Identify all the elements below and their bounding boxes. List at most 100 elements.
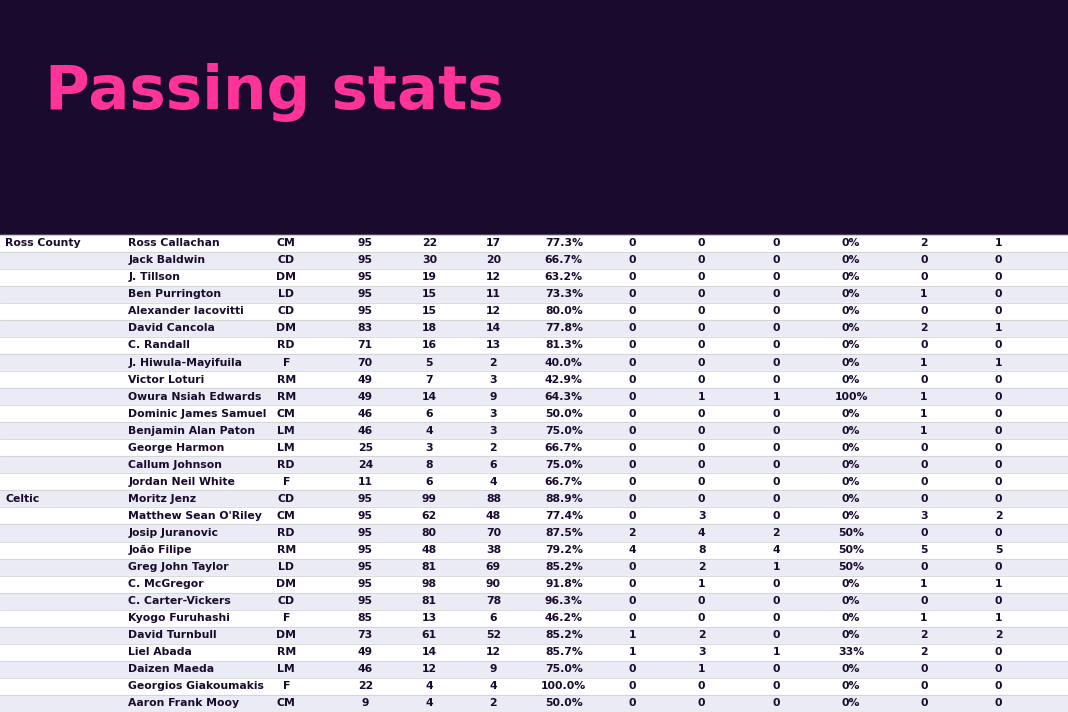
Text: 0%: 0%: [842, 443, 861, 453]
Text: 0: 0: [994, 647, 1003, 657]
Text: 0: 0: [772, 443, 781, 453]
Text: 0: 0: [628, 239, 637, 248]
Text: J. Hiwula-Mayifuila: J. Hiwula-Mayifuila: [128, 357, 242, 367]
Text: 17: 17: [486, 239, 501, 248]
Bar: [0, 303, 1068, 320]
Text: 95: 95: [358, 511, 373, 521]
Text: 0: 0: [628, 579, 637, 589]
Text: 5: 5: [425, 357, 434, 367]
Text: 81: 81: [422, 596, 437, 606]
Text: 0%: 0%: [842, 426, 861, 436]
Text: 85: 85: [358, 613, 373, 623]
Text: 5: 5: [920, 545, 928, 555]
Text: 4: 4: [489, 477, 498, 487]
Text: 100%: 100%: [834, 392, 868, 402]
Text: Daizen Maeda: Daizen Maeda: [128, 664, 215, 674]
Text: 4: 4: [489, 681, 498, 691]
Text: 0: 0: [994, 340, 1003, 350]
Text: 1: 1: [697, 664, 706, 674]
Text: Matthew Sean O'Riley: Matthew Sean O'Riley: [128, 511, 262, 521]
Text: Benjamin Alan Paton: Benjamin Alan Paton: [128, 426, 255, 436]
Text: LD: LD: [279, 562, 294, 572]
Text: 0: 0: [920, 375, 928, 384]
Text: 95: 95: [358, 256, 373, 266]
Text: 0: 0: [994, 409, 1003, 419]
Text: LM: LM: [278, 426, 295, 436]
Text: F: F: [283, 477, 289, 487]
Text: CD: CD: [278, 306, 295, 316]
Text: 48: 48: [486, 511, 501, 521]
Text: 1: 1: [920, 613, 928, 623]
Text: 0%: 0%: [842, 375, 861, 384]
Bar: [0, 371, 1068, 388]
Text: 66.7%: 66.7%: [545, 443, 583, 453]
Text: 0: 0: [697, 340, 706, 350]
Text: 0: 0: [697, 613, 706, 623]
Text: 2: 2: [489, 357, 498, 367]
Text: LD: LD: [279, 289, 294, 299]
Text: 48: 48: [422, 545, 437, 555]
Text: 49: 49: [358, 375, 373, 384]
Text: 87.5%: 87.5%: [545, 528, 583, 538]
Text: 100.0%: 100.0%: [541, 681, 586, 691]
Bar: [0, 627, 1068, 644]
Text: 2: 2: [994, 511, 1003, 521]
Text: 4: 4: [425, 426, 434, 436]
Text: 85.7%: 85.7%: [545, 647, 583, 657]
Text: 15: 15: [422, 289, 437, 299]
Text: 78: 78: [486, 596, 501, 606]
Text: 2: 2: [697, 562, 706, 572]
Text: 0: 0: [628, 272, 637, 283]
Text: 0: 0: [697, 596, 706, 606]
Text: 0: 0: [628, 460, 637, 470]
Text: 8: 8: [697, 545, 706, 555]
Text: 0: 0: [994, 375, 1003, 384]
Text: 0: 0: [994, 289, 1003, 299]
Text: Callum Johnson: Callum Johnson: [128, 460, 222, 470]
Text: Georgios Giakoumakis: Georgios Giakoumakis: [128, 681, 264, 691]
Text: CD: CD: [278, 494, 295, 504]
Text: 11: 11: [486, 289, 501, 299]
Text: 24: 24: [358, 460, 373, 470]
Text: 0: 0: [920, 596, 928, 606]
Text: 0: 0: [994, 562, 1003, 572]
Text: 80.0%: 80.0%: [545, 306, 583, 316]
Text: CM: CM: [277, 239, 296, 248]
Text: 4: 4: [697, 528, 706, 538]
Text: 88.9%: 88.9%: [545, 494, 583, 504]
Text: 0: 0: [920, 443, 928, 453]
Text: 1: 1: [772, 392, 781, 402]
Text: F: F: [283, 357, 289, 367]
Text: 95: 95: [358, 272, 373, 283]
Text: 71: 71: [358, 340, 373, 350]
Text: 19: 19: [422, 272, 437, 283]
Text: 0: 0: [628, 698, 637, 708]
Text: 50%: 50%: [838, 528, 864, 538]
Text: 1: 1: [628, 647, 637, 657]
Text: Jordan Neil White: Jordan Neil White: [128, 477, 235, 487]
Text: 6: 6: [489, 460, 498, 470]
Text: 85.2%: 85.2%: [545, 562, 583, 572]
Text: 0: 0: [772, 409, 781, 419]
Text: 0: 0: [772, 426, 781, 436]
Text: 0: 0: [772, 357, 781, 367]
Text: 2: 2: [920, 630, 928, 640]
Text: 63.2%: 63.2%: [545, 272, 583, 283]
Text: 81: 81: [422, 562, 437, 572]
Text: C. Carter-Vickers: C. Carter-Vickers: [128, 596, 231, 606]
Text: 0: 0: [628, 596, 637, 606]
Text: 0%: 0%: [842, 596, 861, 606]
Text: 0: 0: [697, 239, 706, 248]
Text: 95: 95: [358, 494, 373, 504]
Text: 77.8%: 77.8%: [545, 323, 583, 333]
Text: RM: RM: [277, 375, 296, 384]
Text: 95: 95: [358, 562, 373, 572]
Text: 0: 0: [697, 323, 706, 333]
Text: 61: 61: [422, 630, 437, 640]
Bar: [0, 388, 1068, 405]
Text: 2: 2: [697, 630, 706, 640]
Text: Accurate
passes: Accurate passes: [469, 187, 518, 209]
Text: 0: 0: [697, 460, 706, 470]
Bar: [0, 609, 1068, 627]
Bar: [0, 286, 1068, 303]
